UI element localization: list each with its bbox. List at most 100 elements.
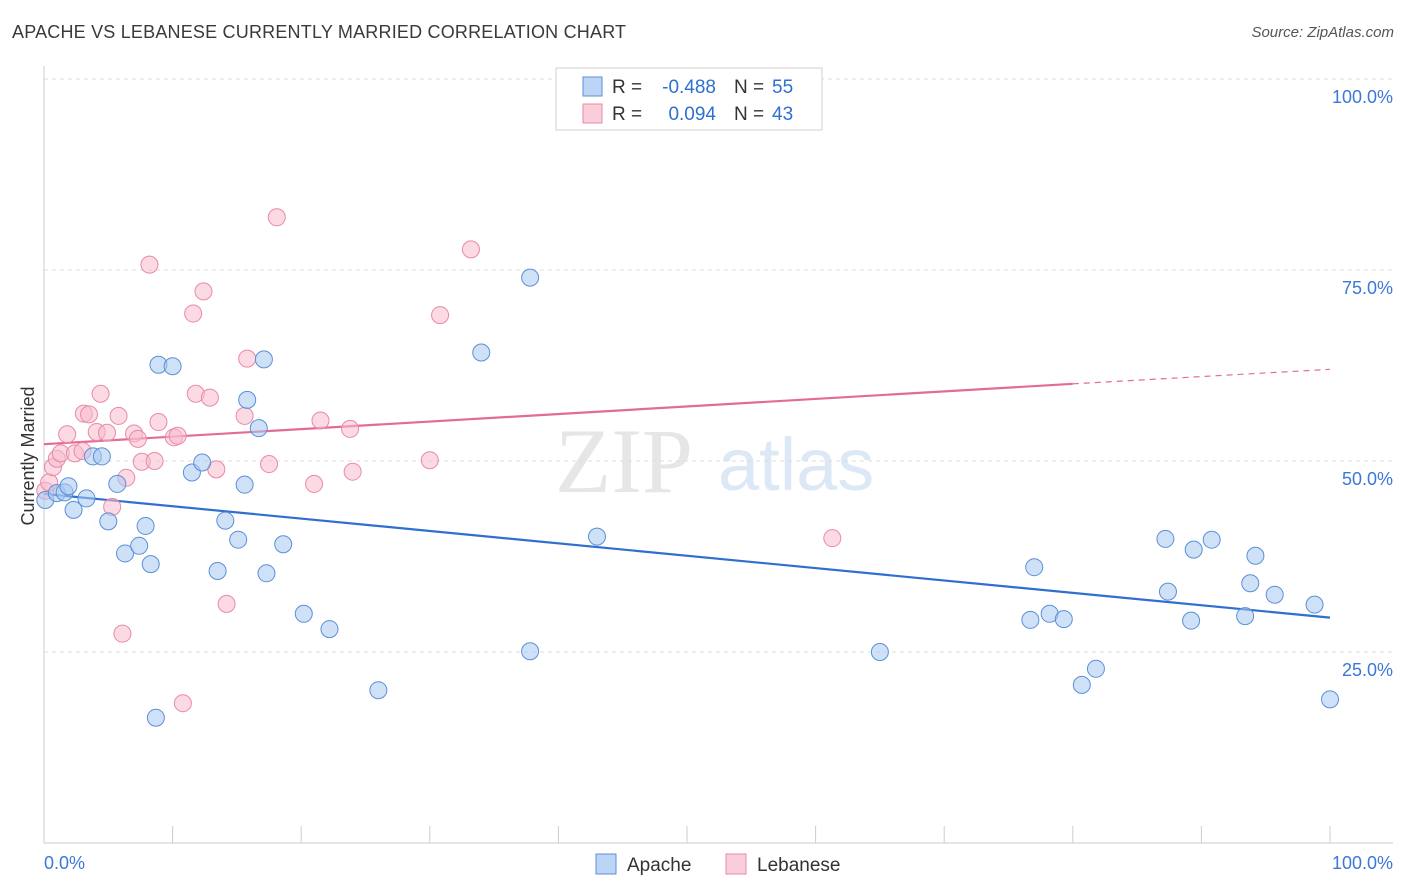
apache-point <box>92 447 111 466</box>
watermark-atlas: atlas <box>718 423 874 506</box>
apache-point <box>64 500 83 519</box>
lebanese-point <box>823 529 842 548</box>
apache-point <box>208 562 227 581</box>
apache-point <box>257 564 276 583</box>
lebanese-point <box>58 425 77 444</box>
lebanese-point <box>217 594 236 613</box>
apache-point <box>238 390 257 409</box>
apache-point <box>1054 610 1073 629</box>
apache-point <box>116 544 135 563</box>
apache-point <box>1025 558 1044 577</box>
lebanese-point <box>431 306 450 325</box>
apache-point <box>1072 675 1091 694</box>
stats-apache-swatch <box>582 76 603 97</box>
legend: Apache Lebanese <box>595 853 840 876</box>
apache-point <box>369 681 388 700</box>
stats-apache-r-value: -0.488 <box>662 77 716 98</box>
y-tick-label-50: 50.0% <box>1342 469 1393 489</box>
apache-point <box>294 604 313 623</box>
apache-point <box>249 419 268 438</box>
apache-point <box>141 555 160 574</box>
apache-point <box>229 530 248 549</box>
lebanese-point <box>420 451 439 470</box>
lebanese-point <box>80 405 99 424</box>
lebanese-trend-extension <box>1072 368 1331 385</box>
lebanese-point <box>200 388 219 407</box>
lebanese-point <box>311 411 330 430</box>
apache-point <box>59 477 78 496</box>
lebanese-trend-line <box>43 382 1073 446</box>
lebanese-point <box>194 282 213 301</box>
stats-apache-r-label: R = <box>612 77 642 98</box>
data-points <box>36 208 1339 727</box>
apache-point <box>1184 540 1203 559</box>
apache-trend-line <box>43 492 1331 619</box>
chart-title: APACHE VS LEBANESE CURRENTLY MARRIED COR… <box>12 22 627 42</box>
stats-lebanese-r-value: 0.094 <box>668 104 716 125</box>
lebanese-point <box>305 474 324 493</box>
apache-point <box>235 475 254 494</box>
apache-point <box>521 642 540 661</box>
apache-point <box>1158 582 1177 601</box>
stats-box: R = -0.488 N = 55 R = 0.094 N = 43 <box>555 67 823 131</box>
apache-point <box>1086 659 1105 678</box>
apache-point <box>108 474 127 493</box>
trend-lines <box>43 368 1331 619</box>
lebanese-point <box>91 384 110 403</box>
stats-lebanese-swatch <box>582 103 603 124</box>
axes <box>43 66 1393 844</box>
apache-point <box>254 350 273 369</box>
source-label: Source: ZipAtlas.com <box>1251 24 1394 41</box>
apache-point <box>1321 690 1339 709</box>
apache-point <box>1246 546 1265 565</box>
apache-point <box>1265 585 1284 604</box>
legend-lebanese-label[interactable]: Lebanese <box>757 855 840 876</box>
apache-point <box>77 489 96 508</box>
apache-point <box>274 535 293 554</box>
lebanese-point <box>98 423 117 442</box>
lebanese-point <box>113 624 132 643</box>
y-tick-label-100: 100.0% <box>1332 87 1393 107</box>
lebanese-point <box>149 413 168 432</box>
apache-point <box>521 268 540 287</box>
y-axis-label: Currently Married <box>18 386 38 525</box>
y-tick-label-75: 75.0% <box>1342 278 1393 298</box>
apache-point <box>870 643 889 661</box>
apache-point <box>1305 595 1324 614</box>
lebanese-point <box>267 208 286 227</box>
apache-point <box>1021 610 1040 629</box>
y-tick-label-25: 25.0% <box>1342 660 1393 680</box>
apache-point <box>1202 530 1221 549</box>
lebanese-point <box>260 455 279 474</box>
apache-point <box>1236 607 1255 626</box>
apache-point <box>320 620 339 639</box>
apache-point <box>99 512 118 531</box>
lebanese-point <box>341 419 360 438</box>
legend-apache-label[interactable]: Apache <box>627 855 691 876</box>
stats-apache-n-value: 55 <box>772 77 793 98</box>
legend-lebanese-swatch[interactable] <box>725 853 747 875</box>
apache-point <box>163 357 182 376</box>
lebanese-point <box>168 426 187 445</box>
lebanese-point <box>235 406 254 425</box>
apache-point <box>130 536 149 555</box>
lebanese-point <box>173 694 192 713</box>
apache-point <box>1156 529 1175 548</box>
lebanese-point <box>343 462 362 481</box>
apache-point <box>193 453 212 472</box>
lebanese-point <box>145 452 164 470</box>
x-tick-label-max: 100.0% <box>1332 853 1393 873</box>
lebanese-point <box>461 240 480 259</box>
legend-apache-swatch[interactable] <box>595 853 617 875</box>
lebanese-point <box>128 429 147 448</box>
stats-lebanese-n-label: N = <box>734 104 764 125</box>
apache-point <box>472 343 491 362</box>
apache-point <box>1182 611 1201 630</box>
x-tick-label-min: 0.0% <box>44 853 85 873</box>
stats-lebanese-n-value: 43 <box>772 104 793 125</box>
apache-point <box>136 516 155 535</box>
stats-lebanese-r-label: R = <box>612 104 642 125</box>
apache-point <box>587 527 606 546</box>
y-tick-labels: 25.0% 50.0% 75.0% 100.0% <box>1332 87 1393 680</box>
